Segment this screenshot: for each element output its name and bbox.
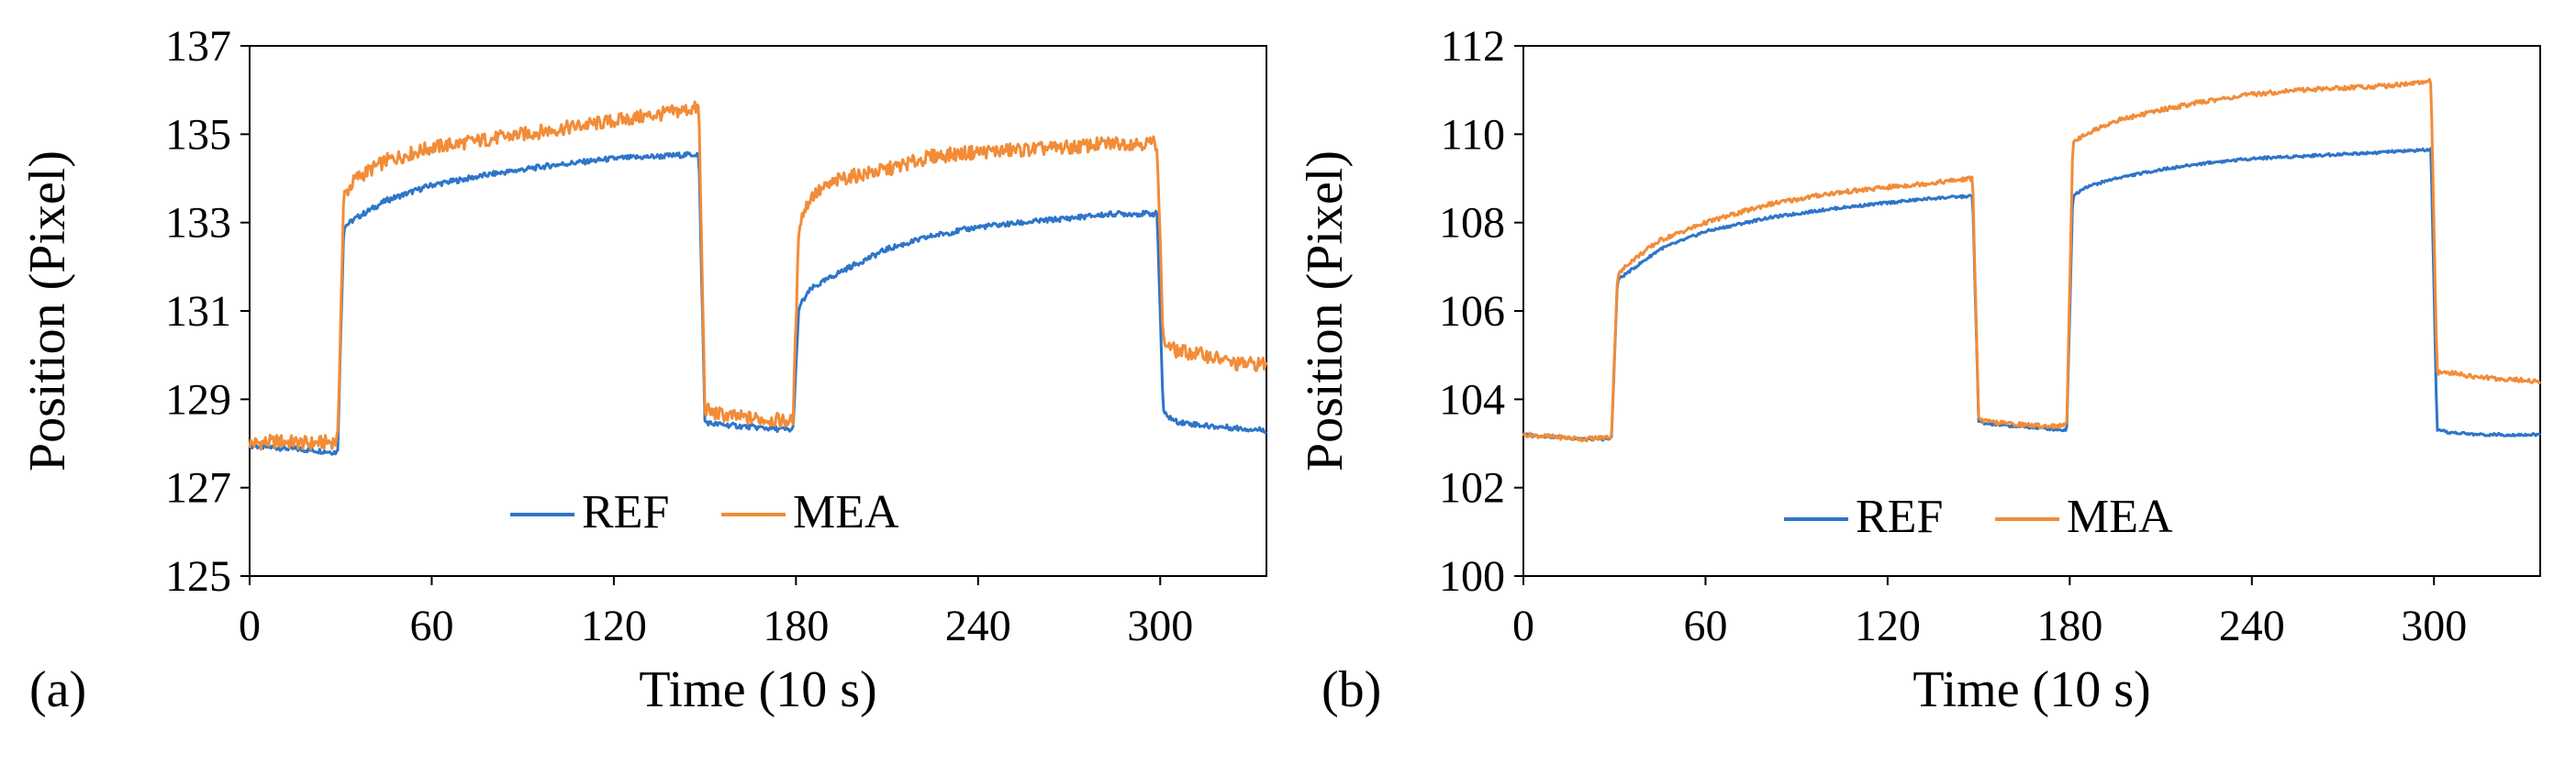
- x-tick-label: 180: [763, 602, 829, 650]
- y-tick-label: 127: [165, 464, 231, 513]
- y-tick-label: 102: [1439, 464, 1505, 513]
- y-tick-label: 112: [1441, 22, 1505, 71]
- series-line-mea: [248, 100, 1268, 451]
- y-tick-label: 133: [165, 199, 231, 248]
- plot-area: [1522, 45, 2541, 577]
- plot-area: [249, 45, 1267, 577]
- legend-label-mea: MEA: [2067, 491, 2173, 543]
- x-tick-label: 300: [2401, 602, 2467, 650]
- chart-panel-a: 125 127 129 131 133 135 137 0 60 120 180 240 300 Time…: [19, 22, 1268, 718]
- x-tick-label: 240: [2219, 602, 2285, 650]
- y-tick-label: 125: [165, 552, 231, 601]
- series-line-ref: [1522, 147, 2542, 442]
- y-tick-label: 137: [165, 22, 231, 71]
- legend: REF MEA: [1784, 491, 2173, 543]
- x-tick-label: 0: [1512, 602, 1534, 650]
- x-axis-title: Time (10 s): [1912, 661, 2150, 718]
- y-tick-label: 131: [165, 287, 231, 336]
- x-tick-label: 240: [945, 602, 1011, 650]
- y-axis-title: Position (Pixel): [1297, 150, 1354, 471]
- y-tick-label: 100: [1439, 552, 1505, 601]
- y-tick-label: 104: [1439, 375, 1505, 424]
- series-line-mea: [1522, 78, 2542, 443]
- x-tick-label: 60: [409, 602, 453, 650]
- x-tick-label: 60: [1683, 602, 1727, 650]
- y-tick-label: 135: [165, 110, 231, 159]
- x-tick-label: 120: [1855, 602, 1921, 650]
- x-axis-title: Time (10 s): [639, 661, 876, 718]
- y-tick-label: 106: [1439, 287, 1505, 336]
- y-tick-label: 108: [1439, 199, 1505, 248]
- y-axis-title: Position (Pixel): [19, 150, 76, 471]
- series-line-ref: [248, 150, 1268, 456]
- legend-label-ref: REF: [582, 486, 669, 538]
- x-tick-label: 180: [2036, 602, 2102, 650]
- x-tick-label: 120: [581, 602, 647, 650]
- panel-label: (a): [29, 661, 86, 718]
- legend: REF MEA: [510, 486, 899, 538]
- panel-label: (b): [1321, 661, 1381, 718]
- y-tick-label: 129: [165, 375, 231, 424]
- x-tick-label: 0: [239, 602, 261, 650]
- legend-label-mea: MEA: [793, 486, 899, 538]
- x-tick-label: 300: [1127, 602, 1193, 650]
- legend-label-ref: REF: [1856, 491, 1943, 543]
- y-tick-label: 110: [1441, 110, 1505, 159]
- chart-panel-b: 100 102 104 106 108 110 112 0 60 120 180 240 300 Time…: [1297, 22, 2542, 718]
